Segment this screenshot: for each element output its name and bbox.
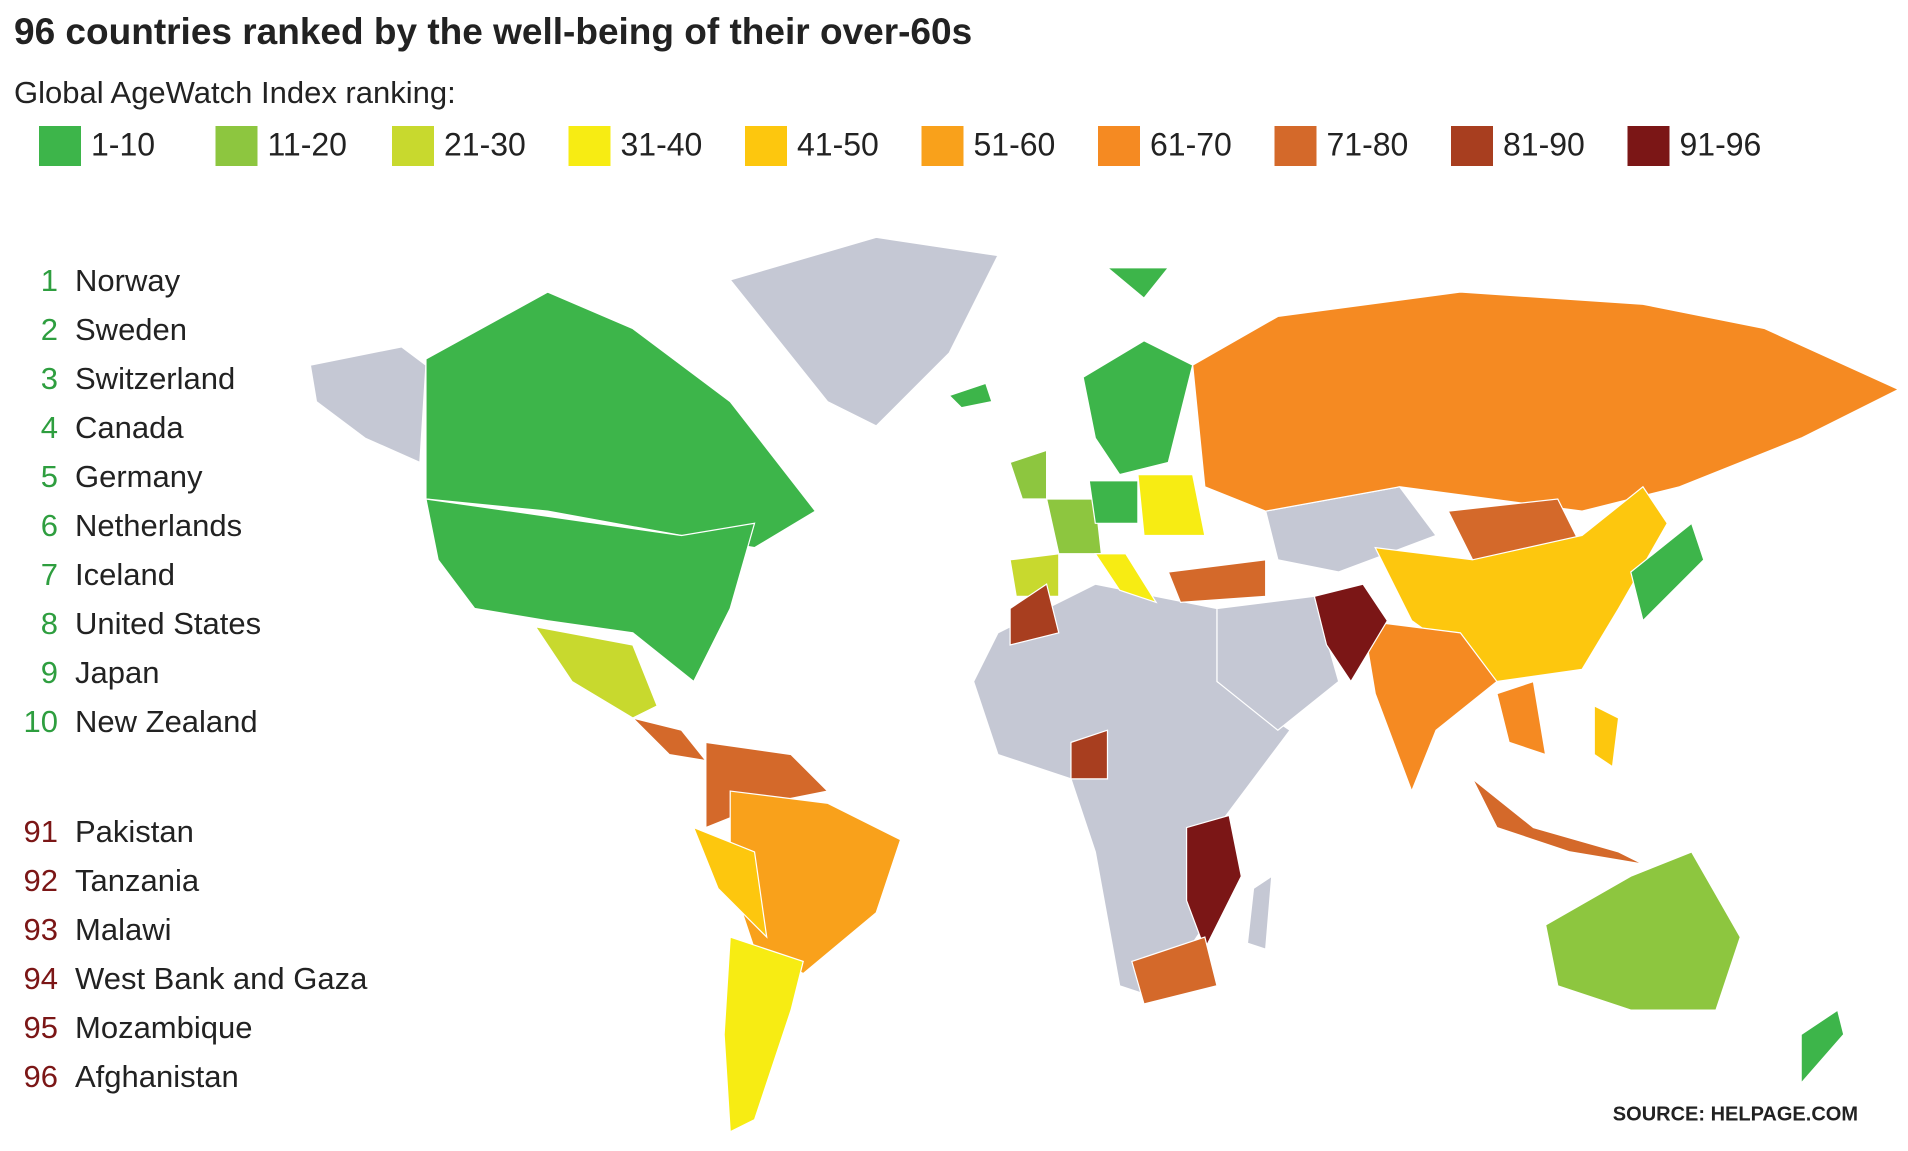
rank-number: 6 (41, 508, 58, 543)
subtitle: Global AgeWatch Index ranking: (14, 75, 456, 110)
legend-swatch (568, 126, 611, 166)
country-name: Pakistan (75, 814, 194, 849)
legend-swatch (1098, 126, 1140, 166)
new-zealand (1800, 1009, 1845, 1085)
country-name: Norway (75, 263, 181, 298)
central-america (630, 716, 708, 762)
south-africa (1131, 936, 1218, 1005)
legend-label: 81-90 (1503, 126, 1585, 162)
canada (425, 291, 817, 549)
spain (1009, 553, 1060, 597)
rank-number: 3 (41, 361, 58, 396)
rank-number: 95 (24, 1010, 58, 1045)
legend-label: 41-50 (797, 126, 879, 162)
indonesia (1472, 778, 1644, 865)
rank-number: 8 (41, 606, 58, 641)
legend-swatch (745, 126, 787, 166)
japan (1630, 522, 1705, 622)
rank-number: 5 (41, 459, 58, 494)
mexico (534, 625, 658, 719)
source: SOURCE: HELPAGE.COM (1613, 1103, 1858, 1125)
country-name: West Bank and Gaza (75, 961, 368, 996)
country-name: Switzerland (75, 361, 235, 396)
nigeria (1070, 729, 1109, 780)
morocco (1009, 583, 1060, 646)
country-name: Afghanistan (75, 1059, 239, 1094)
legend: 1-10 11-20 21-30 31-40 41-50 51-60 61-70 71-80 8… (39, 126, 1761, 166)
russia (1192, 291, 1900, 512)
rank-number: 93 (24, 912, 58, 947)
pakistan-afghanistan (1313, 583, 1389, 683)
turkey (1167, 559, 1267, 604)
rank-number: 92 (24, 863, 58, 898)
country-name: Sweden (75, 312, 187, 347)
australia (1544, 851, 1741, 1011)
legend-swatch (392, 126, 434, 166)
scandinavia (1082, 340, 1194, 476)
peru-bolivia (692, 826, 768, 939)
legend-label: 51-60 (974, 126, 1056, 162)
country-name: Mozambique (75, 1010, 252, 1045)
italy (1094, 553, 1158, 604)
argentina-chile (723, 936, 804, 1133)
legend-swatch (215, 126, 258, 166)
legend-label: 11-20 (268, 126, 347, 162)
world-map (309, 236, 1900, 1133)
rank-lists: 1 Norway 2 Sweden 3 Switzerland 4 Canada 5 German… (24, 263, 369, 1094)
united-states (425, 498, 756, 683)
greenland (729, 236, 999, 427)
svalbard (1105, 267, 1170, 300)
legend-label: 71-80 (1327, 126, 1409, 162)
rank-number: 2 (41, 312, 58, 347)
country-name: Canada (75, 410, 184, 445)
country-name: Iceland (75, 557, 175, 592)
legend-label: 21-30 (444, 126, 526, 162)
rank-number: 91 (24, 814, 58, 849)
eastern-europe (1137, 474, 1206, 537)
country-name: Japan (75, 655, 159, 690)
legend-swatch (1274, 126, 1317, 166)
legend-label: 61-70 (1150, 126, 1232, 162)
middle-east (1216, 595, 1340, 731)
legend-swatch (921, 126, 964, 166)
southeast-asia (1496, 680, 1547, 756)
rank-number: 10 (24, 704, 58, 739)
rank-number: 7 (41, 557, 58, 592)
india (1362, 619, 1498, 793)
germany (1088, 480, 1139, 524)
philippines (1593, 704, 1620, 768)
mozambique (1185, 814, 1242, 951)
title: 96 countries ranked by the well-being of… (14, 11, 972, 52)
rank-number: 96 (24, 1059, 58, 1094)
legend-swatch (1627, 126, 1670, 166)
rank-number: 4 (41, 410, 58, 445)
iceland (948, 382, 993, 409)
legend-swatch (39, 126, 81, 166)
country-name: Germany (75, 459, 203, 494)
country-name: United States (75, 606, 261, 641)
madagascar (1246, 875, 1273, 951)
rank-number: 1 (41, 263, 58, 298)
uk (1009, 449, 1048, 500)
legend-label: 91-96 (1680, 126, 1762, 162)
rank-number: 94 (24, 961, 58, 996)
country-name: Netherlands (75, 508, 242, 543)
country-name: Tanzania (75, 863, 200, 898)
legend-label: 1-10 (91, 126, 155, 162)
alaska (309, 346, 427, 464)
legend-label: 31-40 (621, 126, 703, 162)
rank-number: 9 (41, 655, 58, 690)
country-name: Malawi (75, 912, 171, 947)
country-name: New Zealand (75, 704, 258, 739)
legend-swatch (1451, 126, 1493, 166)
